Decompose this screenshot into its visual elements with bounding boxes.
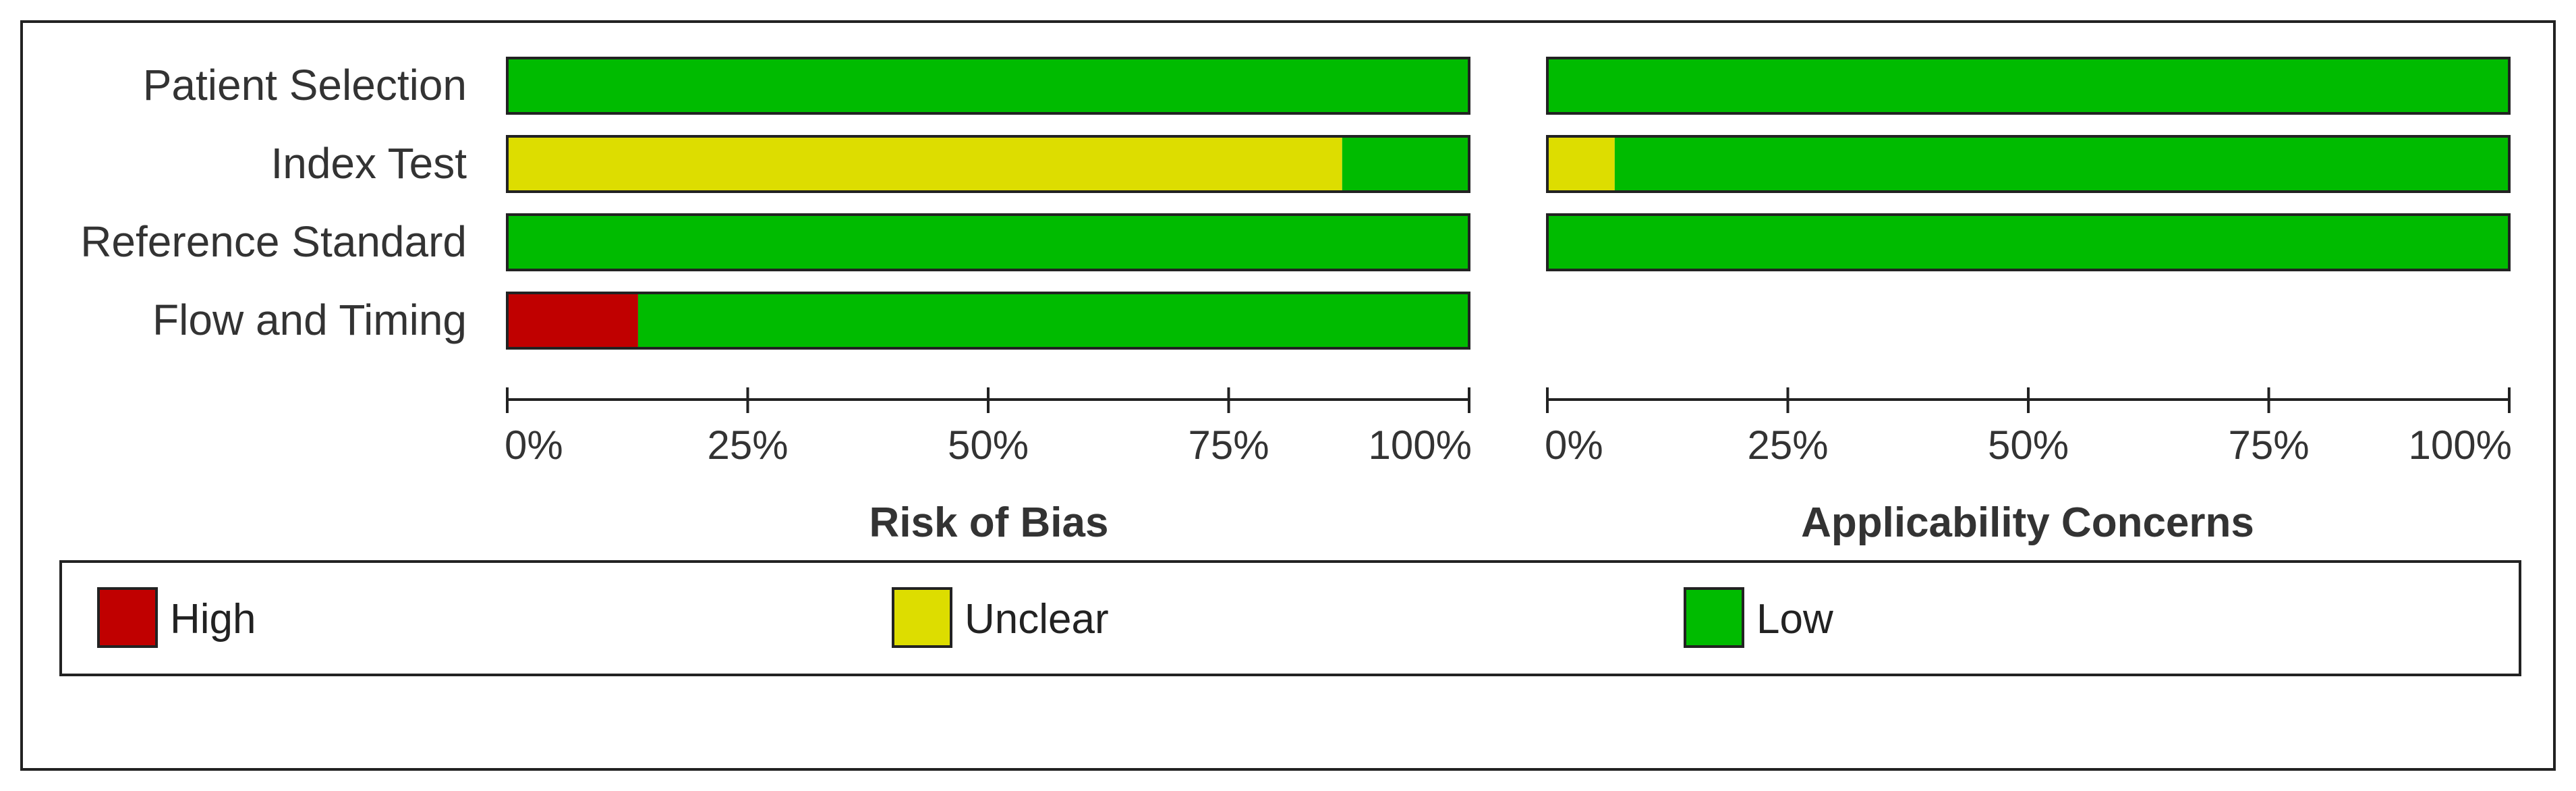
bar-segment-low-index-test <box>1342 136 1469 192</box>
bar-segment-low-reference-standard <box>1547 215 2509 270</box>
bar-segment-unclear-index-test <box>507 136 1342 192</box>
bar-outline-flow-and-timing <box>506 292 1470 350</box>
bar-segment-low-flow-and-timing <box>637 293 1469 348</box>
applicability-title: Applicability Concerns <box>1801 499 2254 546</box>
x-tick-label: 25% <box>1747 422 1828 468</box>
bar-outline-patient-selection <box>1546 57 2511 115</box>
row-label-flow-and-timing: Flow and Timing <box>152 296 467 344</box>
x-tick-label: 75% <box>1188 422 1269 468</box>
x-tick-label: 75% <box>2228 422 2309 468</box>
legend-label-high: High <box>170 596 256 643</box>
legend-swatch-high <box>97 587 158 648</box>
x-tick-label: 0% <box>1545 422 1603 468</box>
x-tick-label: 50% <box>1988 422 2069 468</box>
x-tick-label: 0% <box>505 422 563 468</box>
bar-outline-index-test <box>1546 135 2511 193</box>
legend-frame <box>59 560 2521 676</box>
risk-of-bias-panel: 0% 25% 50% 75% 100% <box>505 57 1472 468</box>
bar-outline-reference-standard <box>506 213 1470 271</box>
legend-swatch-low <box>1684 587 1744 648</box>
x-tick-label: 100% <box>2409 422 2512 468</box>
bar-segment-low-reference-standard <box>507 215 1469 270</box>
bar-segment-low-patient-selection <box>1547 58 2509 113</box>
row-label-reference-standard: Reference Standard <box>80 217 467 266</box>
legend: High Unclear Low <box>59 560 2521 676</box>
bar-segment-low-patient-selection <box>507 58 1469 113</box>
bar-outline-patient-selection <box>506 57 1470 115</box>
bar-segment-high-flow-and-timing <box>507 293 638 348</box>
bar-outline-reference-standard <box>1546 213 2511 271</box>
bar-segment-low-index-test <box>1614 136 2509 192</box>
x-tick-label: 100% <box>1369 422 1472 468</box>
legend-label-unclear: Unclear <box>965 596 1109 643</box>
bar-segment-unclear-index-test <box>1547 136 1615 192</box>
row-label-patient-selection: Patient Selection <box>143 61 467 109</box>
legend-swatch-unclear <box>892 587 952 648</box>
row-label-index-test: Index Test <box>270 139 467 188</box>
legend-label-low: Low <box>1756 596 1833 643</box>
x-tick-label: 25% <box>707 422 788 468</box>
risk-of-bias-title: Risk of Bias <box>869 499 1109 546</box>
applicability-panel: 0% 25% 50% 75% 100% <box>1545 57 2512 468</box>
bar-outline-index-test <box>506 135 1470 193</box>
row-labels: Patient Selection Index Test Reference Sta… <box>80 61 467 344</box>
x-tick-label: 50% <box>948 422 1029 468</box>
